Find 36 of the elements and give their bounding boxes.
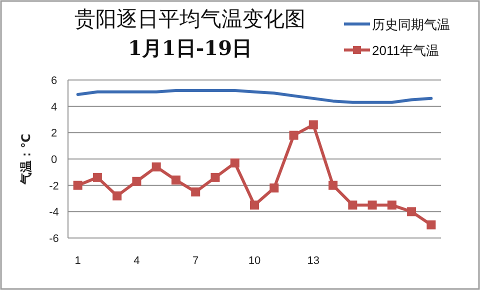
point	[426, 220, 436, 230]
point	[387, 200, 396, 210]
x-tick-label: 4	[134, 255, 140, 267]
point	[112, 191, 122, 200]
point	[230, 158, 240, 168]
point	[132, 176, 142, 186]
y-tick-label: -4	[49, 206, 59, 219]
chart-title: 贵阳逐日平均气温变化图	[74, 7, 306, 31]
y-tick-label: 0	[50, 154, 58, 166]
y-tick-label: -2	[49, 180, 59, 192]
point	[191, 187, 200, 196]
y-tick-label: 4	[50, 101, 58, 114]
y-tick-label: 2	[50, 128, 58, 140]
point	[328, 180, 338, 190]
point	[210, 172, 220, 182]
point	[270, 183, 279, 192]
y-tick-label: -6	[49, 233, 59, 245]
x-tick-label: 7	[192, 255, 199, 267]
point	[308, 120, 318, 130]
y-tick-label: 6	[50, 75, 58, 87]
legend-label: 2011年气温	[372, 43, 439, 58]
point	[368, 200, 377, 210]
point	[407, 207, 416, 216]
point	[250, 200, 259, 210]
point	[348, 200, 358, 210]
x-tick-label: 10	[248, 255, 261, 267]
point	[92, 172, 102, 182]
point	[289, 130, 298, 140]
chart-subtitle: 1月1日-19日	[128, 36, 252, 60]
point	[152, 162, 161, 172]
point	[73, 180, 82, 190]
point	[171, 176, 180, 185]
x-tick-label: 13	[307, 255, 320, 267]
legend-label: 历史同期气温	[372, 17, 450, 32]
y-axis-title: 气温：℃	[19, 134, 33, 186]
x-tick-label: 1	[74, 255, 81, 267]
